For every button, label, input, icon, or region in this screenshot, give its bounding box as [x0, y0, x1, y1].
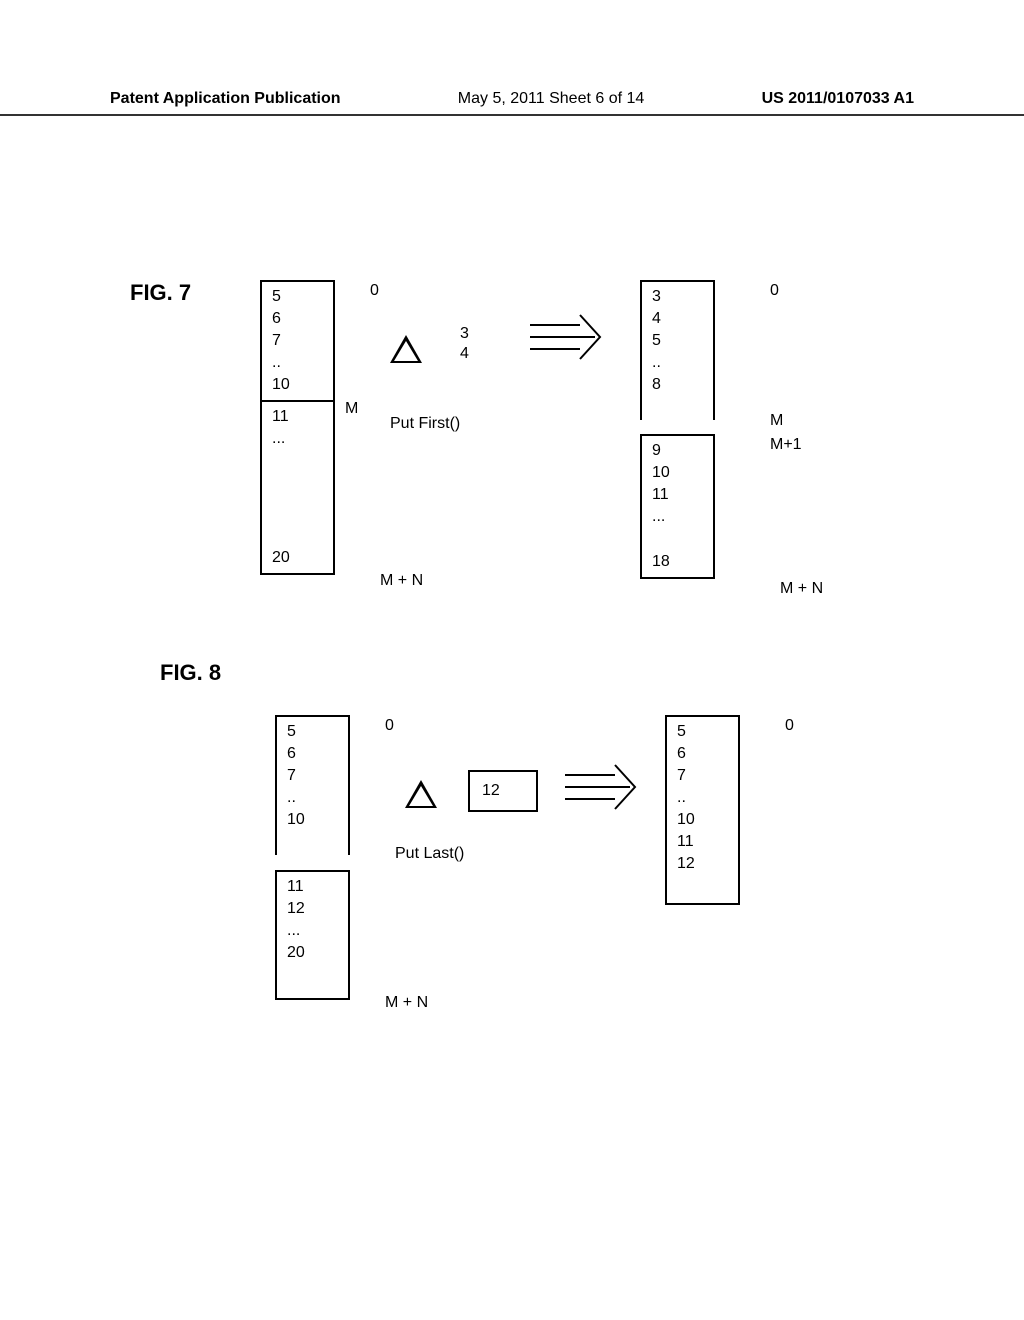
- cell: ..: [652, 354, 703, 372]
- fig7-right-idx-mn: M + N: [780, 580, 823, 598]
- fig7-right-idx-m1: M+1: [770, 436, 802, 454]
- cell: ...: [652, 508, 703, 526]
- fig7-op: Put First(): [390, 415, 460, 433]
- cell: 7: [287, 767, 338, 785]
- fig7-label: FIG. 7: [130, 280, 191, 306]
- fig7-right-idx-m: M: [770, 412, 783, 430]
- triangle-icon: [405, 780, 437, 808]
- cell: 11: [287, 878, 338, 896]
- cell: 6: [677, 745, 728, 763]
- fig7-right-idx-0: 0: [770, 282, 779, 300]
- cell: ...: [287, 922, 338, 940]
- fig8-right-box: 5 6 7 .. 10 11 12: [665, 715, 740, 905]
- page-header: Patent Application Publication May 5, 20…: [0, 90, 1024, 116]
- cell: 10: [272, 376, 323, 394]
- cell: 5: [287, 723, 338, 741]
- cell: 6: [287, 745, 338, 763]
- arrow-icon: [560, 760, 640, 815]
- cell: 12: [677, 855, 728, 873]
- cell: 6: [272, 310, 323, 328]
- cell: 11: [272, 408, 323, 426]
- cell: 7: [272, 332, 323, 350]
- cell: 12: [287, 900, 338, 918]
- cell: 3: [652, 288, 703, 306]
- fig7-input-0: 3: [460, 325, 469, 343]
- fig8-label: FIG. 8: [160, 660, 221, 686]
- fig7-left-idx-0: 0: [370, 282, 379, 300]
- header-left: Patent Application Publication: [110, 90, 341, 108]
- separator: [262, 400, 333, 402]
- cell: 9: [652, 442, 703, 460]
- cell: 5: [652, 332, 703, 350]
- cell: 20: [272, 549, 323, 567]
- fig7-left-idx-mn: M + N: [380, 572, 423, 590]
- cell: 10: [677, 811, 728, 829]
- fig8-left-box-upper: 5 6 7 .. 10: [275, 715, 350, 855]
- fig8-input-box: 12: [468, 770, 538, 812]
- cell: 11: [652, 486, 703, 504]
- cell: ..: [677, 789, 728, 807]
- triangle-icon: [390, 335, 422, 363]
- fig8-op: Put Last(): [395, 845, 464, 863]
- cell: 12: [482, 782, 500, 800]
- arrow-icon: [525, 310, 605, 365]
- fig8-right-idx-0: 0: [785, 717, 794, 735]
- cell: 11: [677, 833, 728, 851]
- cell: ...: [272, 430, 323, 448]
- cell: 7: [677, 767, 728, 785]
- cell: 18: [652, 553, 703, 571]
- cell: ..: [272, 354, 323, 372]
- fig8-left-idx-mn: M + N: [385, 994, 428, 1012]
- header-right: US 2011/0107033 A1: [762, 90, 914, 108]
- cell: 20: [287, 944, 338, 962]
- header-mid: May 5, 2011 Sheet 6 of 14: [458, 90, 645, 108]
- cell: 8: [652, 376, 703, 394]
- fig7-right-box-upper: 3 4 5 .. 8: [640, 280, 715, 420]
- fig7-left-box: 5 6 7 .. 10 11 ... 20: [260, 280, 335, 575]
- fig7-right-box-lower: 9 10 11 ... 18: [640, 434, 715, 579]
- fig8-left-box-lower: 11 12 ... 20: [275, 870, 350, 1000]
- cell: 10: [652, 464, 703, 482]
- cell: 10: [287, 811, 338, 829]
- cell: 5: [677, 723, 728, 741]
- fig7-input-1: 4: [460, 345, 469, 363]
- fig8-left-idx-0: 0: [385, 717, 394, 735]
- cell: 5: [272, 288, 323, 306]
- fig7-left-idx-m: M: [345, 400, 358, 418]
- cell: 4: [652, 310, 703, 328]
- cell: ..: [287, 789, 338, 807]
